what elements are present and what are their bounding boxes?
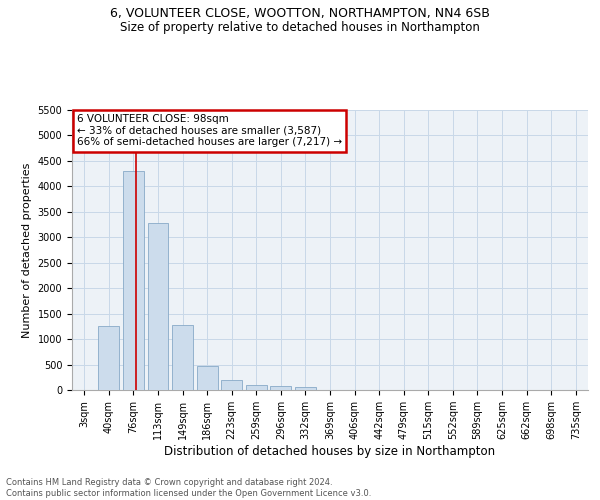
Bar [123, 171, 144, 390]
Text: Size of property relative to detached houses in Northampton: Size of property relative to detached ho… [120, 21, 480, 34]
Bar [221, 380, 242, 390]
Bar [246, 386, 267, 390]
Bar [172, 325, 193, 390]
Bar [295, 387, 316, 390]
X-axis label: Distribution of detached houses by size in Northampton: Distribution of detached houses by size … [164, 445, 496, 458]
Text: 6 VOLUNTEER CLOSE: 98sqm
← 33% of detached houses are smaller (3,587)
66% of sem: 6 VOLUNTEER CLOSE: 98sqm ← 33% of detach… [77, 114, 342, 148]
Bar [271, 386, 292, 390]
Y-axis label: Number of detached properties: Number of detached properties [22, 162, 32, 338]
Text: 6, VOLUNTEER CLOSE, WOOTTON, NORTHAMPTON, NN4 6SB: 6, VOLUNTEER CLOSE, WOOTTON, NORTHAMPTON… [110, 8, 490, 20]
Bar [148, 223, 169, 390]
Text: Contains HM Land Registry data © Crown copyright and database right 2024.
Contai: Contains HM Land Registry data © Crown c… [6, 478, 371, 498]
Bar [98, 326, 119, 390]
Bar [197, 366, 218, 390]
